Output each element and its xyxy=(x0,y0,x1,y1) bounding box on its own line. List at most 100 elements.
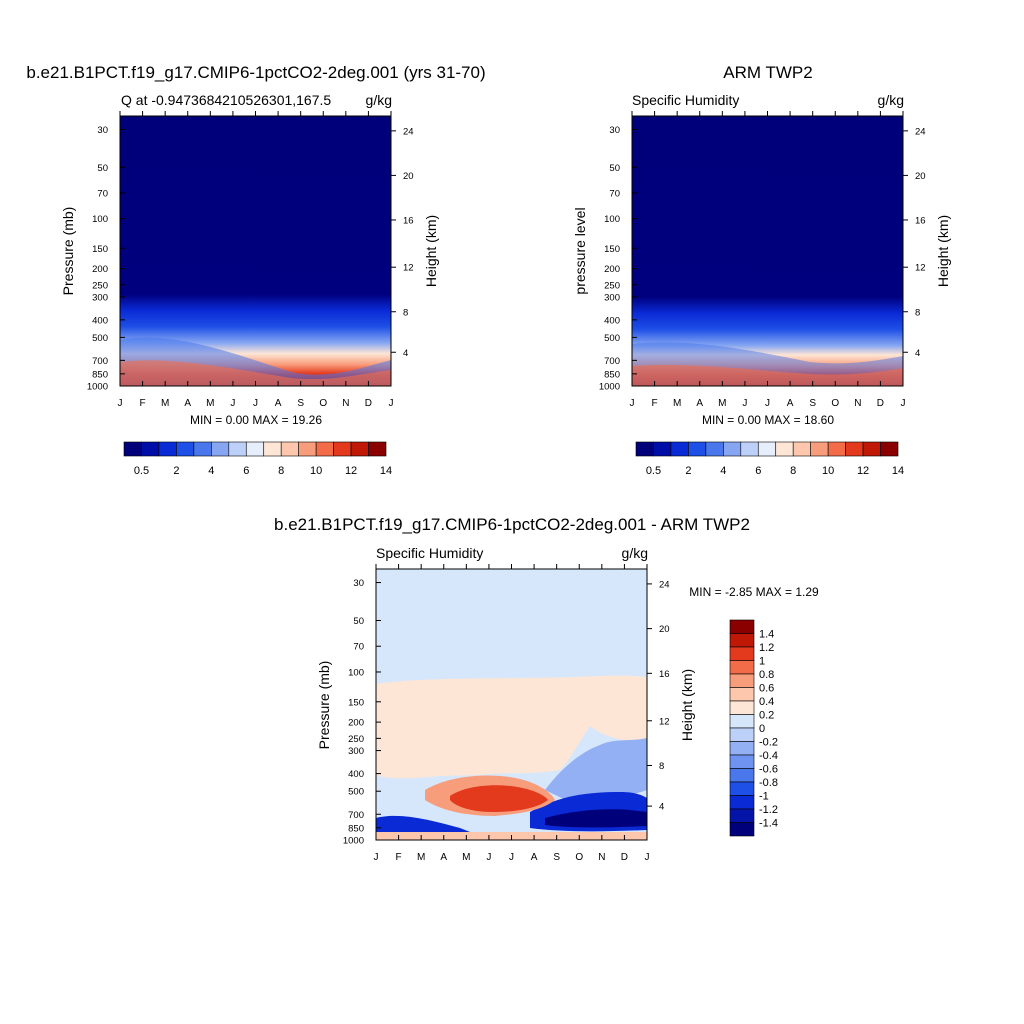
pressure-label: 70 xyxy=(609,188,620,199)
month-label: J xyxy=(374,852,379,863)
height-label: 20 xyxy=(403,171,414,182)
height-label: 8 xyxy=(403,307,408,318)
colorbar-label: 0.6 xyxy=(759,683,774,695)
pressure-label: 300 xyxy=(604,292,620,303)
height-label: 20 xyxy=(659,624,670,635)
month-label: F xyxy=(396,852,402,863)
colorbar-label: -0.6 xyxy=(759,764,778,776)
month-label: A xyxy=(787,398,794,409)
height-label: 20 xyxy=(915,171,926,182)
month-label: D xyxy=(365,398,372,409)
pressure-label: 100 xyxy=(348,667,364,678)
colorbar-swatch xyxy=(228,441,247,457)
height-label: 8 xyxy=(659,761,664,772)
height-label: 24 xyxy=(403,126,414,137)
colorbar-swatch xyxy=(729,822,755,837)
pressure-label: 70 xyxy=(97,188,108,199)
colorbar-label: 0.8 xyxy=(759,669,774,681)
colorbar-swatch xyxy=(827,441,846,457)
month-label: A xyxy=(184,398,191,409)
pressure-label: 400 xyxy=(92,315,108,326)
panel-diff-colorbar: 1.41.210.80.60.40.20-0.2-0.4-0.6-0.8-1-1… xyxy=(729,619,778,837)
pressure-label: 1000 xyxy=(87,382,108,393)
pressure-label: 700 xyxy=(348,810,364,821)
colorbar-swatch xyxy=(653,441,672,457)
colorbar-swatch xyxy=(333,441,352,457)
height-label: 12 xyxy=(659,716,670,727)
panel-diff-stats: MIN = -2.85 MAX = 1.29 xyxy=(689,585,819,599)
colorbar-swatch xyxy=(193,441,212,457)
panel-obs-warm-wave xyxy=(632,364,903,386)
pressure-label: 250 xyxy=(604,280,620,291)
colorbar-swatch xyxy=(729,808,755,823)
pressure-label: 70 xyxy=(353,642,364,653)
pressure-label: 50 xyxy=(353,616,364,627)
panel-obs-plot xyxy=(631,115,904,387)
panel-obs-title: ARM TWP2 xyxy=(723,63,812,82)
panel-diff-plot xyxy=(375,568,648,841)
panel-diff-ylabel-right: Height (km) xyxy=(679,669,695,741)
pressure-label: 250 xyxy=(348,734,364,745)
month-label: M xyxy=(718,398,726,409)
panel-model-units: g/kg xyxy=(366,92,392,108)
colorbar-swatch xyxy=(688,441,707,457)
colorbar-label: 6 xyxy=(755,465,761,477)
pressure-label: 500 xyxy=(92,333,108,344)
pressure-label: 30 xyxy=(353,578,364,589)
colorbar-swatch xyxy=(729,673,755,688)
month-label: J xyxy=(765,398,770,409)
month-label: M xyxy=(206,398,214,409)
colorbar-swatch xyxy=(705,441,724,457)
month-label: J xyxy=(742,398,747,409)
pressure-label: 400 xyxy=(348,769,364,780)
colorbar-label: 8 xyxy=(278,465,284,477)
panel-diff: b.e21.B1PCT.f19_g17.CMIP6-1pctCO2-2deg.0… xyxy=(274,515,819,863)
colorbar-swatch xyxy=(729,781,755,796)
month-label: A xyxy=(531,852,538,863)
pressure-label: 300 xyxy=(92,292,108,303)
colorbar-swatch xyxy=(792,441,811,457)
pressure-label: 30 xyxy=(609,125,620,136)
colorbar-swatch xyxy=(298,441,317,457)
colorbar-label: 14 xyxy=(892,465,904,477)
pressure-label: 150 xyxy=(92,244,108,255)
pressure-label: 500 xyxy=(604,333,620,344)
colorbar-swatch xyxy=(740,441,759,457)
pressure-label: 850 xyxy=(604,369,620,380)
month-label: J xyxy=(901,398,906,409)
pressure-label: 250 xyxy=(92,280,108,291)
colorbar-label: 1.2 xyxy=(759,642,774,654)
colorbar-swatch xyxy=(315,441,334,457)
pressure-label: 1000 xyxy=(599,382,620,393)
colorbar-swatch xyxy=(775,441,794,457)
colorbar-label: 2 xyxy=(173,465,179,477)
panel-obs: ARM TWP2 Specific Humidity g/kg pressure… xyxy=(572,63,951,477)
pressure-label: 200 xyxy=(92,264,108,275)
colorbar-label: 4 xyxy=(720,465,726,477)
month-label: J xyxy=(645,852,650,863)
colorbar-swatch xyxy=(729,768,755,783)
colorbar-swatch xyxy=(350,441,369,457)
colorbar-swatch xyxy=(729,687,755,702)
month-label: S xyxy=(553,852,560,863)
month-label: N xyxy=(342,398,349,409)
panel-diff-neg-right xyxy=(545,738,647,802)
colorbar-label: 4 xyxy=(208,465,214,477)
panel-diff-neg-left xyxy=(376,815,470,832)
month-label: D xyxy=(877,398,884,409)
colorbar-swatch xyxy=(368,441,387,457)
colorbar-swatch xyxy=(845,441,864,457)
height-label: 4 xyxy=(915,348,920,359)
colorbar-label: 10 xyxy=(822,465,834,477)
panel-model-warm-wave xyxy=(120,360,391,386)
month-label: S xyxy=(297,398,304,409)
pressure-label: 200 xyxy=(348,718,364,729)
month-label: A xyxy=(275,398,282,409)
panel-model-title: b.e21.B1PCT.f19_g17.CMIP6-1pctCO2-2deg.0… xyxy=(26,63,485,82)
height-label: 16 xyxy=(915,215,926,226)
height-label: 4 xyxy=(403,348,408,359)
colorbar-swatch xyxy=(729,700,755,715)
colorbar-label: 0.5 xyxy=(646,465,661,477)
colorbar-label: 1 xyxy=(759,656,765,668)
